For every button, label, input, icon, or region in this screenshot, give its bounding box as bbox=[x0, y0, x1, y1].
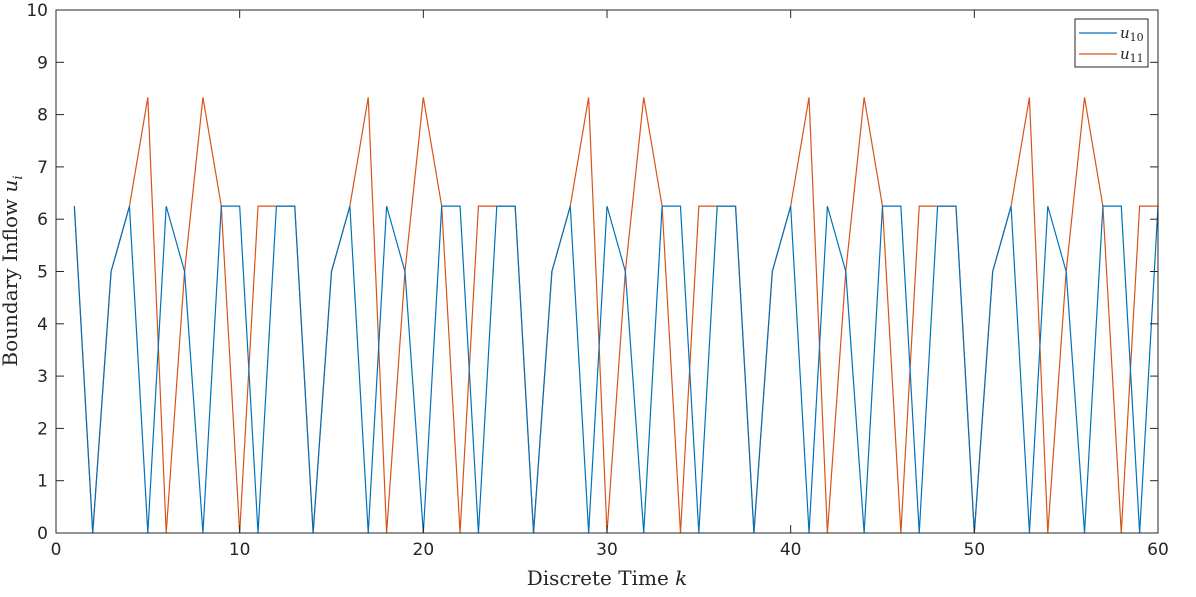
legend-label-u11: u11 bbox=[1120, 45, 1144, 65]
series-layer bbox=[73, 97, 1159, 534]
x-axis-label-var: k bbox=[675, 566, 687, 590]
y-tick-label: 0 bbox=[37, 524, 48, 544]
y-tick-label: 7 bbox=[37, 158, 48, 178]
x-tick-label: 20 bbox=[413, 540, 435, 560]
y-tick-label: 5 bbox=[37, 263, 48, 283]
x-tick-label: 60 bbox=[1147, 540, 1169, 560]
legend: u10 u11 bbox=[1074, 18, 1149, 68]
x-tick-label: 50 bbox=[964, 540, 986, 560]
y-tick-label: 3 bbox=[37, 367, 48, 387]
y-tick-label: 6 bbox=[37, 210, 48, 230]
legend-box bbox=[1074, 18, 1149, 68]
x-tick-label: 10 bbox=[229, 540, 251, 560]
x-axis-label-text: Discrete Time bbox=[527, 566, 669, 590]
y-tick-label: 10 bbox=[26, 1, 48, 21]
y-tick-label: 1 bbox=[37, 472, 48, 492]
y-axis-label: Boundary Inflow ui bbox=[0, 175, 26, 366]
legend-label-u10: u10 bbox=[1120, 24, 1144, 44]
y-tick-label: 8 bbox=[37, 106, 48, 126]
x-tick-label: 0 bbox=[51, 540, 62, 560]
y-axis-label-sub: i bbox=[11, 175, 26, 179]
x-tick-label: 40 bbox=[780, 540, 802, 560]
y-tick-label: 2 bbox=[37, 419, 48, 439]
x-tick-label: 30 bbox=[596, 540, 618, 560]
plot-area bbox=[56, 10, 1158, 533]
y-tick-label: 9 bbox=[37, 53, 48, 73]
y-axis-label-var: u bbox=[0, 180, 22, 193]
series-line-u10 bbox=[73, 205, 1159, 534]
y-tick-label: 4 bbox=[37, 315, 48, 335]
x-axis-label: Discrete Time k bbox=[527, 566, 688, 590]
y-axis-label-text: Boundary Inflow bbox=[0, 199, 22, 367]
tick-layer: 0 10 20 30 40 50 60 0 1 2 3 4 5 6 7 8 9 10 bbox=[26, 1, 1168, 560]
